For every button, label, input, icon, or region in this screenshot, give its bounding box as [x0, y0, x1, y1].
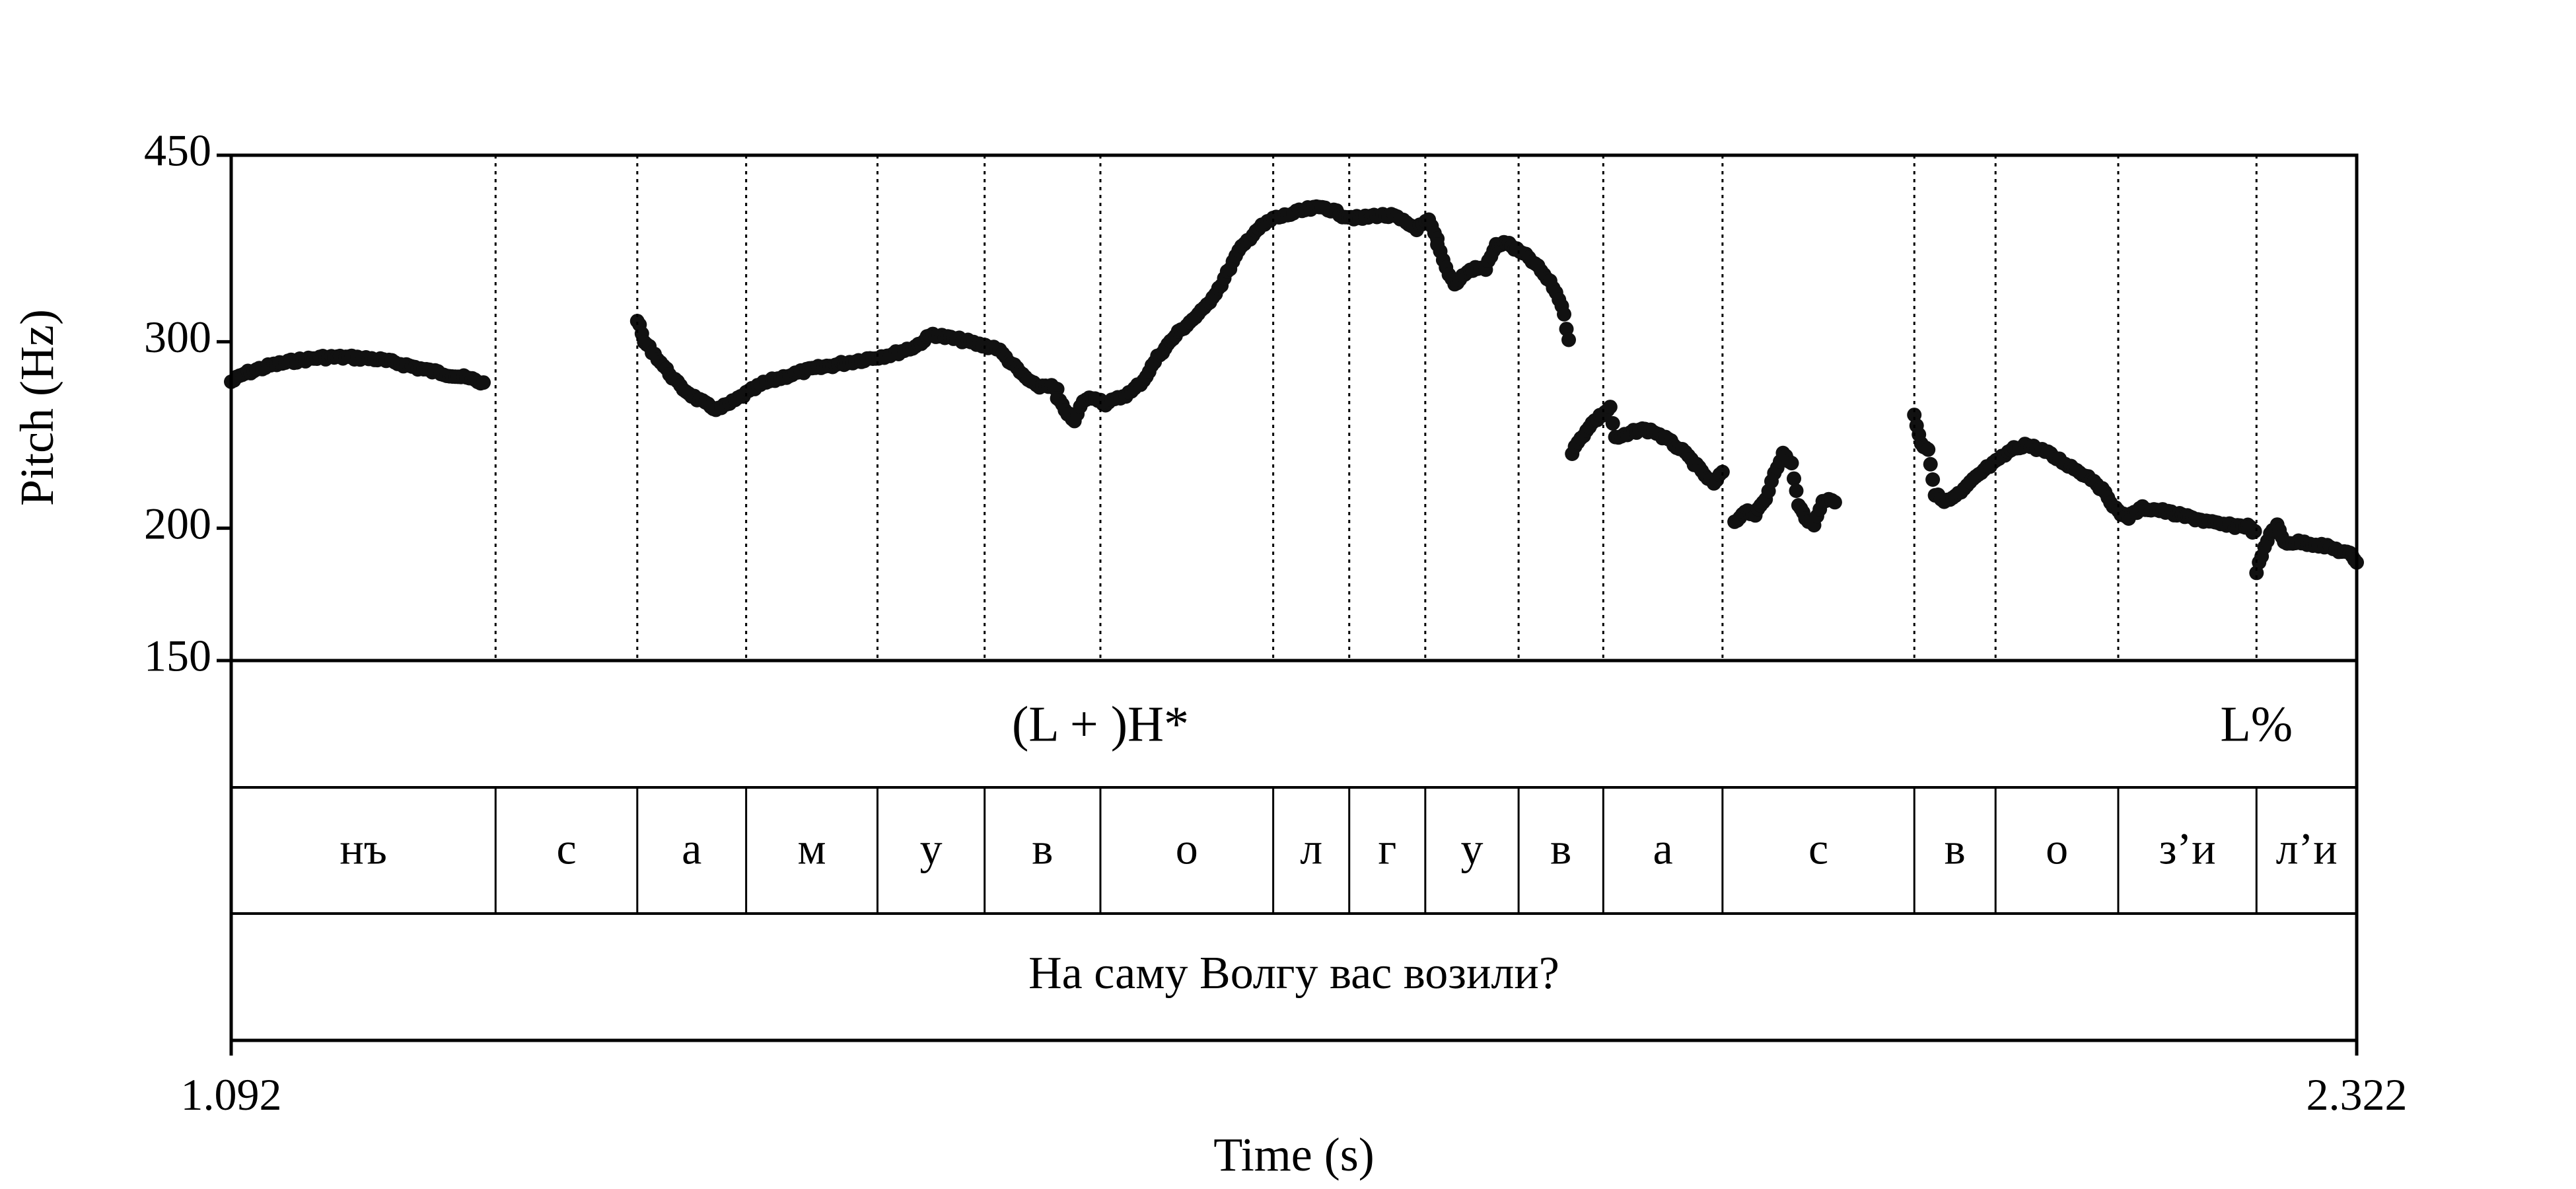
pitch-point	[1784, 456, 1799, 471]
segment-label-10: в	[1550, 824, 1571, 874]
pitch-point	[1827, 495, 1842, 510]
pitch-point	[2247, 524, 2262, 539]
pitch-point	[1787, 471, 1801, 486]
pitch-points-layer	[224, 199, 2364, 581]
x-tick-label-start: 1.092	[181, 1069, 282, 1120]
segment-label-12: с	[1808, 824, 1828, 874]
y-axis-label: Pitch (Hz)	[11, 309, 63, 506]
pitch-point	[1602, 400, 1618, 415]
x-tick-label-end: 2.322	[2307, 1069, 2408, 1120]
x-axis-label: Time (s)	[1213, 1128, 1374, 1181]
tone-tier: (L + )H* L%	[1012, 696, 2293, 752]
y-axis-ticks: 150 200 300 450	[144, 126, 231, 681]
annotation-tier-frame	[229, 659, 2359, 1042]
segment-label-16: л’и	[2276, 824, 2338, 874]
sentence-text: На саму Волгу вас возили?	[1028, 948, 1559, 999]
segment-label-13: в	[1945, 824, 1966, 874]
pitch-point	[1605, 415, 1620, 431]
pitch-point	[1923, 456, 1938, 472]
segment-label-8: г	[1378, 824, 1396, 874]
pitch-point	[1925, 472, 1941, 487]
segment-label-7: л	[1300, 824, 1322, 874]
tone-label-0: (L + )H*	[1012, 696, 1189, 752]
tone-label-1: L%	[2220, 696, 2293, 752]
segment-label-5: в	[1032, 824, 1053, 874]
pitch-point	[1557, 306, 1571, 322]
y-tick-label-450: 450	[144, 126, 211, 176]
segment-label-4: у	[920, 824, 943, 874]
segment-label-2: а	[682, 824, 701, 874]
segment-label-11: а	[1653, 824, 1672, 874]
y-tick-label-150: 150	[144, 631, 211, 681]
segment-label-3: м	[798, 824, 826, 874]
segment-label-9: у	[1460, 824, 1483, 874]
segment-tier: нъ с а м у в о л г у в а с в о з’и л’и	[340, 824, 2337, 874]
pitch-plot-frame	[229, 153, 2359, 663]
segment-label-15: з’и	[2159, 824, 2216, 874]
y-tick-label-200: 200	[144, 498, 211, 548]
segment-label-14: о	[2046, 824, 2068, 874]
segment-boundaries-layer	[494, 155, 2258, 914]
pitch-point	[1715, 464, 1730, 480]
pitch-point	[1561, 332, 1576, 347]
plot-frames-layer	[229, 153, 2359, 1042]
pitch-point	[476, 375, 491, 390]
pitch-point	[1789, 484, 1804, 498]
pitch-point	[1559, 322, 1574, 337]
segment-label-1: с	[556, 824, 576, 874]
segment-label-0: нъ	[340, 824, 387, 874]
pitch-point	[1921, 442, 1936, 457]
y-tick-label-300: 300	[144, 312, 211, 362]
segment-label-6: о	[1176, 824, 1198, 874]
